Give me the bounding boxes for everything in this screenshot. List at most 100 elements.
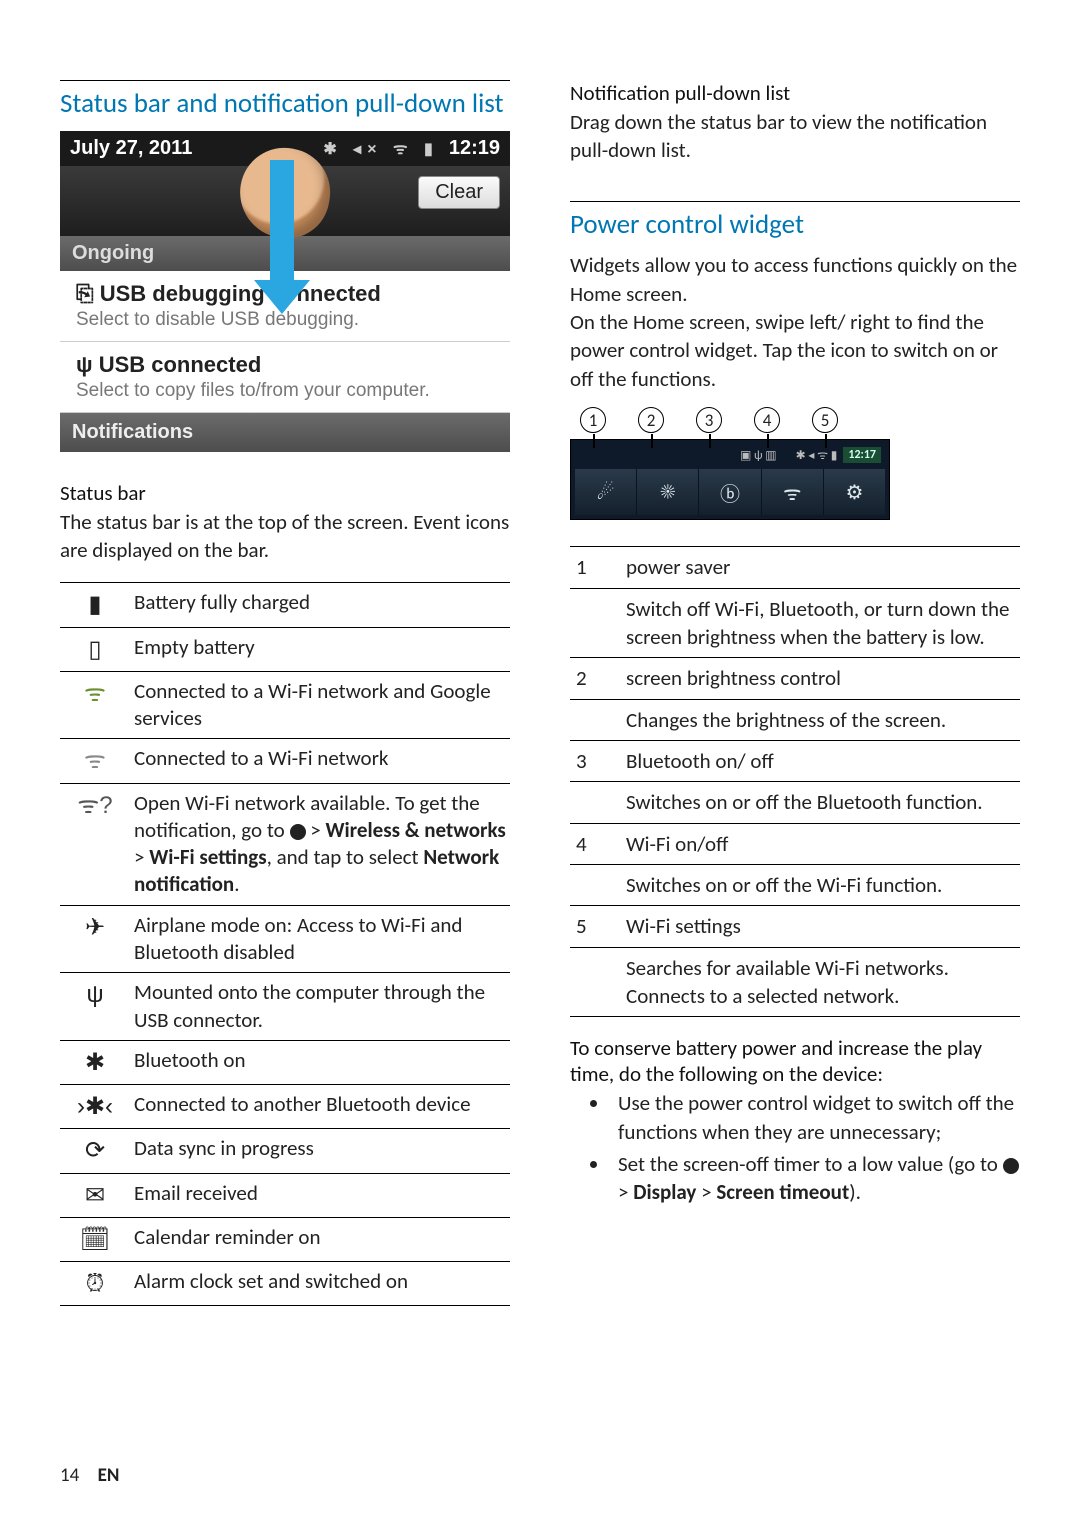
status-icon: ᯤ (60, 671, 130, 739)
row-title: screen brightness control (620, 658, 1020, 699)
row-title: power saver (620, 547, 1020, 588)
row-title: Bluetooth on/ off (620, 740, 1020, 781)
callout-number: 3 (696, 407, 722, 433)
page-number: 14 (60, 1464, 79, 1487)
status-icon-desc: Connected to a Wi-Fi network and Google … (130, 671, 510, 739)
table-row: ✱Bluetooth on (60, 1040, 510, 1084)
page-footer: 14 EN (60, 1464, 119, 1487)
status-icon-desc: Empty battery (130, 627, 510, 671)
row-number: 5 (570, 906, 620, 947)
widget-button[interactable]: ⓑ (699, 469, 761, 515)
list-item: Use the power control widget to switch o… (610, 1089, 1020, 1146)
status-icon: ᯤ? (60, 783, 130, 905)
table-row: Switches on or off the Wi-Fi function. (570, 864, 1020, 905)
table-row: ⟳Data sync in progress (60, 1129, 510, 1173)
status-icon-desc: Airplane mode on: Access to Wi-Fi and Bl… (130, 905, 510, 973)
clear-button[interactable]: Clear (418, 176, 500, 209)
status-icon: ✈ (60, 905, 130, 973)
row-desc: Changes the brightness of the screen. (620, 699, 1020, 740)
status-icon-desc: Connected to a Wi-Fi network (130, 739, 510, 783)
status-icon: ψ (60, 973, 130, 1041)
row-title: Wi-Fi on/off (620, 823, 1020, 864)
table-row: ▮Battery fully charged (60, 583, 510, 627)
status-icon: ▮ (60, 583, 130, 627)
status-icon-table: ▮Battery fully charged▯Empty batteryᯤCon… (60, 582, 510, 1306)
power-widget-table: 1power saverSwitch off Wi-Fi, Bluetooth,… (570, 546, 1020, 1017)
list-item: Set the screen-off timer to a low value … (610, 1150, 1020, 1207)
table-row: ᯤConnected to a Wi-Fi network and Google… (60, 671, 510, 739)
notif-sub: Select to copy files to/from your comput… (76, 380, 494, 402)
row-title: Wi-Fi settings (620, 906, 1020, 947)
row-number: 2 (570, 658, 620, 699)
notif-title: USB debugging connected (100, 281, 381, 306)
table-row: Switches on or off the Bluetooth functio… (570, 782, 1020, 823)
callout-number: 2 (638, 407, 664, 433)
table-row: ψMounted onto the computer through the U… (60, 973, 510, 1041)
heading-power-widget: Power control widget (570, 201, 1020, 242)
table-row: 4Wi-Fi on/off (570, 823, 1020, 864)
notifications-header: Notifications (60, 413, 510, 452)
callout-number: 4 (754, 407, 780, 433)
power-intro-1: Widgets allow you to access functions qu… (570, 251, 1020, 308)
widget-button[interactable]: ᯤ (762, 469, 824, 515)
table-row: 🗓︎Calendar reminder on (60, 1217, 510, 1261)
table-row: ▯Empty battery (60, 627, 510, 671)
table-row: ⏰︎Alarm clock set and switched on (60, 1261, 510, 1305)
status-bar-body: The status bar is at the top of the scre… (60, 508, 510, 565)
notif-item-usb-connected[interactable]: ψ USB connected Select to copy files to/… (60, 342, 510, 413)
table-row: Switch off Wi-Fi, Bluetooth, or turn dow… (570, 588, 1020, 658)
table-row: 3Bluetooth on/ off (570, 740, 1020, 781)
status-icon-desc: Bluetooth on (130, 1040, 510, 1084)
status-icon: ᯤ (60, 739, 130, 783)
status-icon: ⟳ (60, 1129, 130, 1173)
status-icon-desc: Connected to another Bluetooth device (130, 1085, 510, 1129)
drag-arrow (270, 160, 310, 314)
table-row: ›✱‹Connected to another Bluetooth device (60, 1085, 510, 1129)
table-row: Changes the brightness of the screen. (570, 699, 1020, 740)
table-row: ᯤConnected to a Wi-Fi network (60, 739, 510, 783)
row-desc: Switches on or off the Bluetooth functio… (620, 782, 1020, 823)
row-number: 3 (570, 740, 620, 781)
callout-number: 5 (812, 407, 838, 433)
table-row: Searches for available Wi-Fi networks. C… (570, 947, 1020, 1017)
widget-button[interactable]: ⚙ (824, 469, 885, 515)
status-icon: ✉ (60, 1173, 130, 1217)
table-row: 5Wi-Fi settings (570, 906, 1020, 947)
status-icon: ✱ (60, 1040, 130, 1084)
status-icons: ✱ ◂× ᯤ ▮ (323, 137, 439, 159)
status-icon-desc: Open Wi-Fi network available. To get the… (130, 783, 510, 905)
table-row: ᯤ?Open Wi-Fi network available. To get t… (60, 783, 510, 905)
widget-button[interactable]: ☀ (637, 469, 699, 515)
status-icon-desc: Mounted onto the computer through the US… (130, 973, 510, 1041)
conserve-heading: To conserve battery power and increase t… (570, 1035, 1020, 1087)
conserve-bullets: Use the power control widget to switch o… (570, 1089, 1020, 1206)
row-desc: Searches for available Wi-Fi networks. C… (620, 947, 1020, 1017)
row-desc: Switches on or off the Wi-Fi function. (620, 864, 1020, 905)
row-desc: Switch off Wi-Fi, Bluetooth, or turn dow… (620, 588, 1020, 658)
table-row: ✈Airplane mode on: Access to Wi-Fi and B… (60, 905, 510, 973)
power-widget-screenshot: 12345 ▣ ψ ▥ ✱ ◂ ᯤ ▮ 12:17 ☄☀ⓑᯤ⚙ (570, 407, 890, 520)
row-number: 4 (570, 823, 620, 864)
row-number: 1 (570, 547, 620, 588)
notif-pulldown-head: Notification pull-down list (570, 80, 1020, 106)
status-icon-desc: Calendar reminder on (130, 1217, 510, 1261)
status-icon: ⏰︎ (60, 1261, 130, 1305)
status-icon-desc: Data sync in progress (130, 1129, 510, 1173)
status-icon: 🗓︎ (60, 1217, 130, 1261)
heading-status-notif: Status bar and notification pull-down li… (60, 80, 510, 121)
status-icon-desc: Email received (130, 1173, 510, 1217)
status-icon-desc: Battery fully charged (130, 583, 510, 627)
power-intro-2: On the Home screen, swipe left/ right to… (570, 308, 1020, 393)
notif-title: USB connected (99, 352, 262, 377)
notif-pulldown-body: Drag down the status bar to view the not… (570, 108, 1020, 165)
widget-time: 12:17 (843, 447, 881, 463)
status-bar-subhead: Status bar (60, 480, 510, 506)
table-row: ✉Email received (60, 1173, 510, 1217)
callout-number: 1 (580, 407, 606, 433)
status-icon: ›✱‹ (60, 1085, 130, 1129)
notification-screenshot: July 27, 2011 ✱ ◂× ᯤ ▮ 12:19 Clear Ongoi… (60, 131, 510, 452)
status-icon: ▯ (60, 627, 130, 671)
table-row: 2screen brightness control (570, 658, 1020, 699)
widget-button[interactable]: ☄ (575, 469, 637, 515)
table-row: 1power saver (570, 547, 1020, 588)
